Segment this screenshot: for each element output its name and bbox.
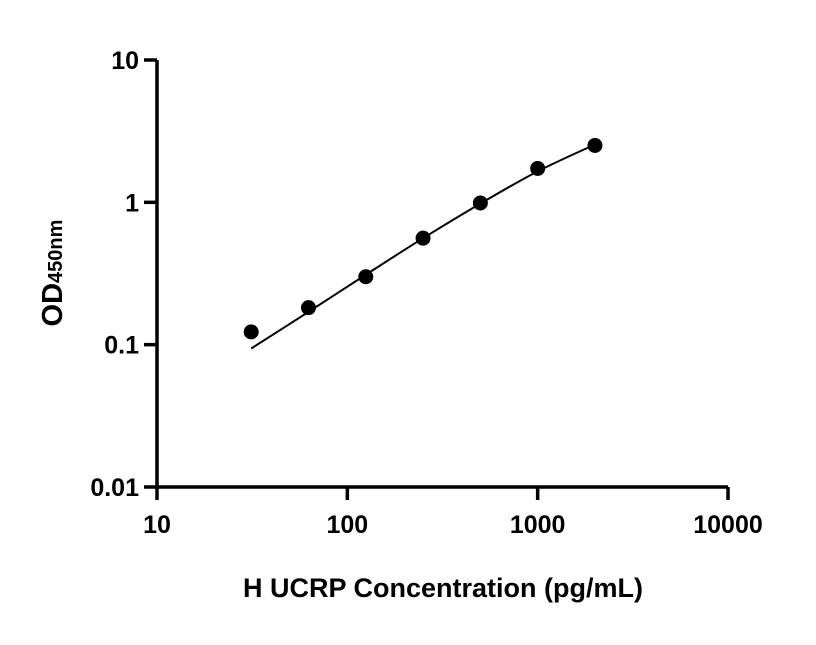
x-tick-label: 100	[326, 511, 368, 539]
y-tick-label: 10	[111, 47, 139, 75]
data-point	[358, 269, 374, 285]
y-tick-label: 1	[125, 189, 139, 217]
x-tick-label: 1000	[510, 511, 566, 539]
y-tick-label: 0.1	[104, 332, 139, 360]
data-point	[530, 160, 546, 176]
y-axis-label-subscript: 450nm	[45, 220, 67, 283]
data-point	[587, 137, 603, 153]
y-axis-label: OD450nm	[37, 220, 69, 327]
y-tick-label: 0.01	[90, 474, 139, 502]
data-point	[243, 324, 259, 340]
axes: 0.01 0.1 1 10 10 100 1000 10000	[90, 47, 762, 539]
y-axis-label-main: OD	[37, 283, 69, 327]
marks	[243, 137, 603, 350]
x-axis-label: H UCRP Concentration (pg/mL)	[243, 573, 643, 603]
data-point	[300, 300, 316, 316]
data-point	[472, 195, 488, 211]
x-tick-label: 10000	[693, 511, 763, 539]
fit-curve	[250, 143, 596, 350]
x-tick-label: 10	[143, 511, 171, 539]
data-point	[415, 230, 431, 246]
